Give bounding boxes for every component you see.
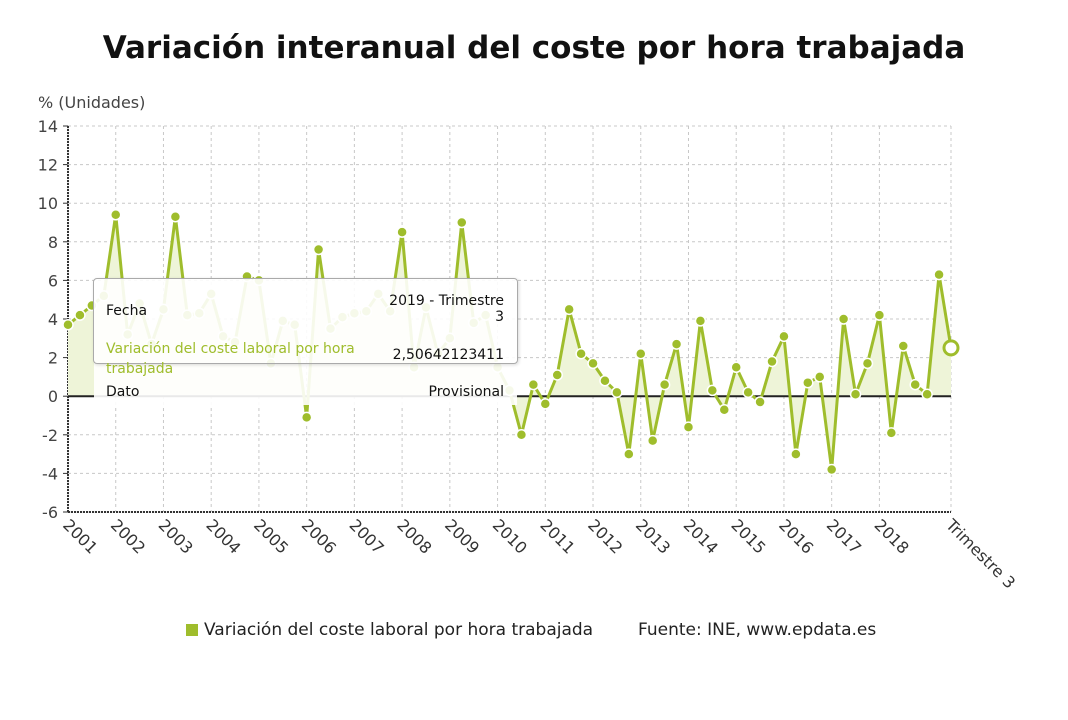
tooltip-series-label: Variación del coste laboral por hora trab… (106, 339, 355, 379)
x-tick-label: 2001 (59, 515, 101, 557)
x-tick-label: 2007 (346, 515, 388, 557)
data-point (74, 309, 86, 321)
data-point (742, 386, 754, 399)
x-tick-label: 2006 (298, 515, 340, 557)
data-point (682, 421, 695, 433)
data-point (300, 411, 313, 424)
data-point (670, 338, 683, 350)
tooltip-fecha-line2: 3 (495, 309, 504, 325)
y-tick-label: -6 (42, 503, 58, 522)
tooltip-dato-label: Dato (106, 384, 140, 400)
highlighted-data-point (942, 339, 960, 357)
chart-title: Variación interanual del coste por hora … (102, 30, 966, 66)
data-point (623, 448, 635, 460)
y-tick-label: 4 (48, 310, 58, 329)
data-point (527, 378, 540, 391)
data-point (837, 313, 850, 325)
data-point (730, 361, 742, 373)
data-point (802, 376, 814, 389)
tooltip-lower (94, 363, 517, 405)
tooltip-fecha-line1: 2019 - Trimestre (389, 293, 504, 309)
x-tick-label: 2009 (441, 515, 483, 557)
legend-swatch (186, 624, 198, 636)
data-point (778, 330, 790, 343)
data-point (766, 355, 778, 368)
x-tick-label: 2015 (727, 515, 769, 557)
data-point (921, 388, 933, 401)
tooltip-series-line1: Variación del coste laboral por hora (106, 341, 355, 357)
y-tick-label: 10 (38, 194, 58, 213)
x-tick-label: 2016 (775, 515, 817, 557)
data-point (646, 434, 659, 447)
data-point (694, 315, 707, 327)
data-point (575, 347, 587, 360)
x-tick-label: 2010 (489, 515, 531, 557)
x-tick-label: 2008 (393, 515, 435, 557)
x-tick-label: 2004 (202, 515, 244, 557)
data-point (109, 209, 122, 221)
data-point (873, 309, 886, 321)
x-tick-label: 2003 (155, 515, 197, 557)
y-tick-label: 2 (48, 349, 58, 368)
data-point (754, 396, 766, 408)
y-tick-label: 12 (38, 156, 58, 175)
data-point (718, 403, 731, 416)
y-tick-label: -4 (42, 464, 58, 483)
x-tick-label: 2011 (536, 515, 578, 557)
y-tick-label: 6 (48, 271, 58, 290)
data-point (587, 357, 599, 370)
data-point (706, 384, 719, 397)
data-point (169, 210, 182, 223)
data-point (551, 369, 563, 381)
x-tick-label: 2018 (871, 515, 913, 557)
y-tick-label: 14 (38, 117, 58, 136)
legend-item[interactable]: Variación del coste laboral por hora tra… (186, 620, 593, 640)
data-point (849, 388, 862, 401)
y-tick-label: -2 (42, 426, 58, 445)
tooltip-fecha-value: 2019 - Trimestre 3 (389, 293, 504, 325)
x-tick-label: 2005 (250, 515, 292, 557)
data-point (515, 429, 528, 441)
data-point (897, 340, 910, 352)
x-tick-label: 2014 (680, 515, 722, 557)
tooltip-dato-value: Provisional (428, 384, 504, 400)
y-tick-label: 8 (48, 233, 58, 252)
data-point (62, 319, 74, 331)
x-tick-label: 2017 (823, 515, 865, 557)
data-point (790, 448, 802, 460)
data-point (658, 378, 671, 391)
x-tick-label: Trimestre 3 (941, 515, 1019, 593)
tooltip-series-line2: trabajada (106, 361, 174, 377)
data-point (611, 386, 623, 399)
data-point (539, 398, 552, 410)
data-point (825, 463, 838, 476)
data-point (456, 216, 468, 229)
data-point (861, 357, 874, 370)
data-point (312, 243, 325, 256)
data-point (813, 371, 826, 383)
x-tick-label: 2012 (584, 515, 626, 557)
data-point (909, 378, 921, 391)
source-text: Fuente: INE, www.epdata.es (638, 620, 877, 640)
legend-label: Variación del coste laboral por hora tra… (204, 620, 594, 640)
x-tick-label: 2002 (107, 515, 149, 557)
tooltip-fecha-label: Fecha (106, 303, 148, 319)
data-point (396, 226, 408, 238)
data-point (635, 347, 647, 360)
data-point (599, 375, 611, 387)
data-point (885, 427, 898, 439)
data-point (563, 303, 575, 316)
data-point (933, 268, 945, 281)
y-tick-label: 0 (48, 387, 58, 406)
tooltip (93, 278, 518, 364)
x-tick-label: 2013 (632, 515, 674, 557)
y-axis-label: % (Unidades) (38, 93, 146, 112)
tooltip-series-value: 2,50642123411 (392, 347, 504, 363)
